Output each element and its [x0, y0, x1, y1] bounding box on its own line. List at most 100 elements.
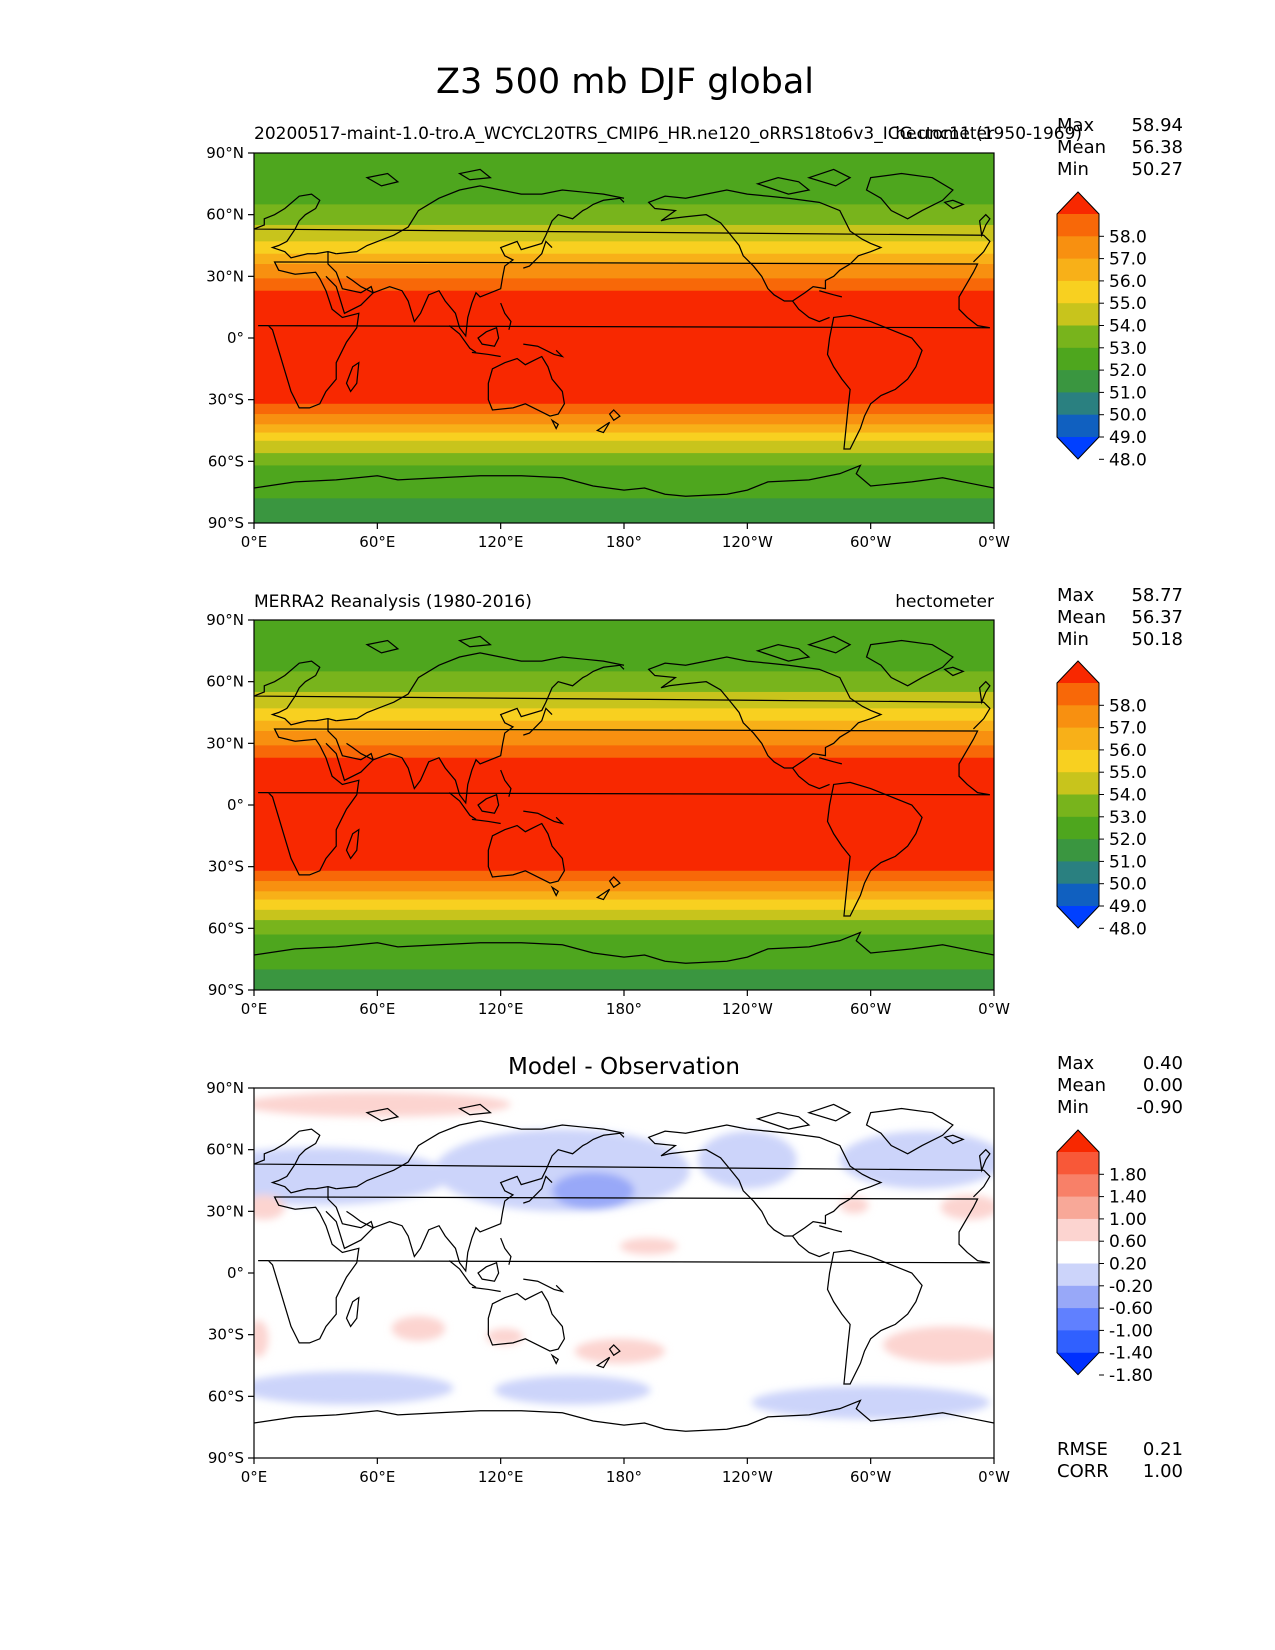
colorbar-tick-label: 52.0 — [1109, 361, 1147, 381]
y-tick-label: 60°N — [206, 206, 244, 224]
colorbar-tick-label: 1.00 — [1109, 1210, 1147, 1230]
contour-band — [254, 216, 994, 220]
colorbar-extend-min — [1057, 906, 1099, 928]
stat-value: 58.77 — [1131, 585, 1183, 606]
y-tick-label: 60°N — [206, 673, 244, 691]
contour-band — [254, 463, 994, 467]
contour-band — [254, 961, 994, 964]
contour-band — [254, 430, 994, 434]
x-tick-label: 0°E — [241, 1468, 268, 1486]
contour-band — [254, 768, 994, 771]
contour-band — [254, 192, 994, 195]
contour-band — [254, 726, 994, 730]
contour-band — [254, 891, 994, 894]
contour-band — [254, 165, 994, 168]
stat-label: Max — [1057, 115, 1095, 136]
contour-band — [254, 852, 994, 855]
contour-band — [254, 825, 994, 829]
contour-band — [254, 296, 994, 300]
stat-label: Mean — [1057, 137, 1106, 158]
contour-band — [254, 860, 994, 864]
contour-band — [254, 735, 994, 738]
contour-band — [254, 640, 994, 644]
stat-value: 50.27 — [1131, 159, 1183, 180]
panel-model-subtitle-left: 20200517-maint-1.0-tro.A_WCYCL20TRS_CMIP… — [254, 124, 1082, 144]
contour-band — [254, 924, 994, 927]
contour-band — [254, 370, 994, 374]
contour-band — [254, 675, 994, 679]
colorbar-segment — [1057, 258, 1099, 282]
x-tick-label: 120°E — [478, 1000, 524, 1018]
contour-band — [254, 685, 994, 689]
contour-band — [254, 444, 994, 448]
corr-label: CORR — [1057, 1461, 1109, 1482]
x-tick-label: 180° — [606, 1468, 642, 1486]
anomaly-region — [254, 1194, 285, 1220]
contour-band — [254, 870, 994, 874]
x-tick-label: 180° — [606, 533, 642, 551]
contour-band — [254, 889, 994, 892]
colorbar-tick-label: 1.40 — [1109, 1188, 1147, 1208]
contour-band — [254, 416, 994, 419]
contour-band — [254, 442, 994, 446]
stat-label: Mean — [1057, 1075, 1106, 1096]
contour-band — [254, 926, 994, 929]
contour-band — [254, 377, 994, 380]
contour-band — [254, 652, 994, 656]
contour-band — [254, 928, 994, 931]
contour-band — [254, 350, 994, 353]
contour-band — [254, 264, 994, 267]
contour-band — [254, 862, 994, 866]
contour-band — [254, 307, 994, 310]
colorbar-segment — [1057, 236, 1099, 260]
contour-band — [254, 305, 994, 308]
contour-band — [254, 848, 994, 851]
contour-band — [254, 973, 994, 977]
stat-label: Max — [1057, 585, 1095, 606]
panel-observation-subtitle-right: hectometer — [895, 592, 994, 612]
contour-band — [254, 344, 994, 347]
contour-band — [254, 405, 994, 409]
contour-band — [254, 710, 994, 714]
anomaly-region — [552, 1172, 635, 1210]
colorbar-segment — [1057, 214, 1099, 237]
contour-band — [254, 846, 994, 849]
colorbar-tick-label: 56.0 — [1109, 272, 1147, 292]
contour-band — [254, 646, 994, 650]
contour-band — [254, 366, 994, 370]
panel-model-stats: Max 58.94 Mean 56.38 Min 50.27 — [1057, 115, 1183, 180]
x-tick-label: 0°E — [241, 1000, 268, 1018]
panel-difference-title: Model - Observation — [508, 1054, 740, 1080]
x-tick-label: 120°W — [722, 1468, 773, 1486]
contour-band — [254, 333, 994, 337]
colorbar-tick-label: 52.0 — [1109, 830, 1147, 850]
colorbar-segment — [1057, 1174, 1099, 1198]
y-tick-label: 30°N — [206, 267, 244, 285]
contour-band — [254, 321, 994, 325]
contour-band — [254, 239, 994, 242]
contour-band — [254, 237, 994, 240]
contour-band — [254, 455, 994, 458]
contour-band — [254, 520, 994, 523]
contour-band — [254, 648, 994, 652]
contour-band — [254, 842, 994, 845]
contour-band — [254, 255, 994, 259]
colorbar-segment — [1057, 772, 1099, 795]
contour-band — [254, 428, 994, 432]
contour-band — [254, 294, 994, 298]
y-tick-label: 30°S — [208, 1326, 244, 1344]
stat-label: Min — [1057, 159, 1089, 180]
contour-band — [254, 788, 994, 792]
anomaly-region — [839, 1131, 994, 1189]
contour-band — [254, 650, 994, 654]
contour-band — [254, 720, 994, 724]
contour-band — [254, 449, 994, 452]
contour-band — [254, 284, 994, 288]
contour-band — [254, 257, 994, 261]
rmse-label: RMSE — [1057, 1439, 1108, 1460]
contour-band — [254, 981, 994, 985]
colorbar-segment — [1057, 1241, 1099, 1264]
contour-band — [254, 798, 994, 802]
contour-band — [254, 331, 994, 335]
contour-band — [254, 173, 994, 177]
